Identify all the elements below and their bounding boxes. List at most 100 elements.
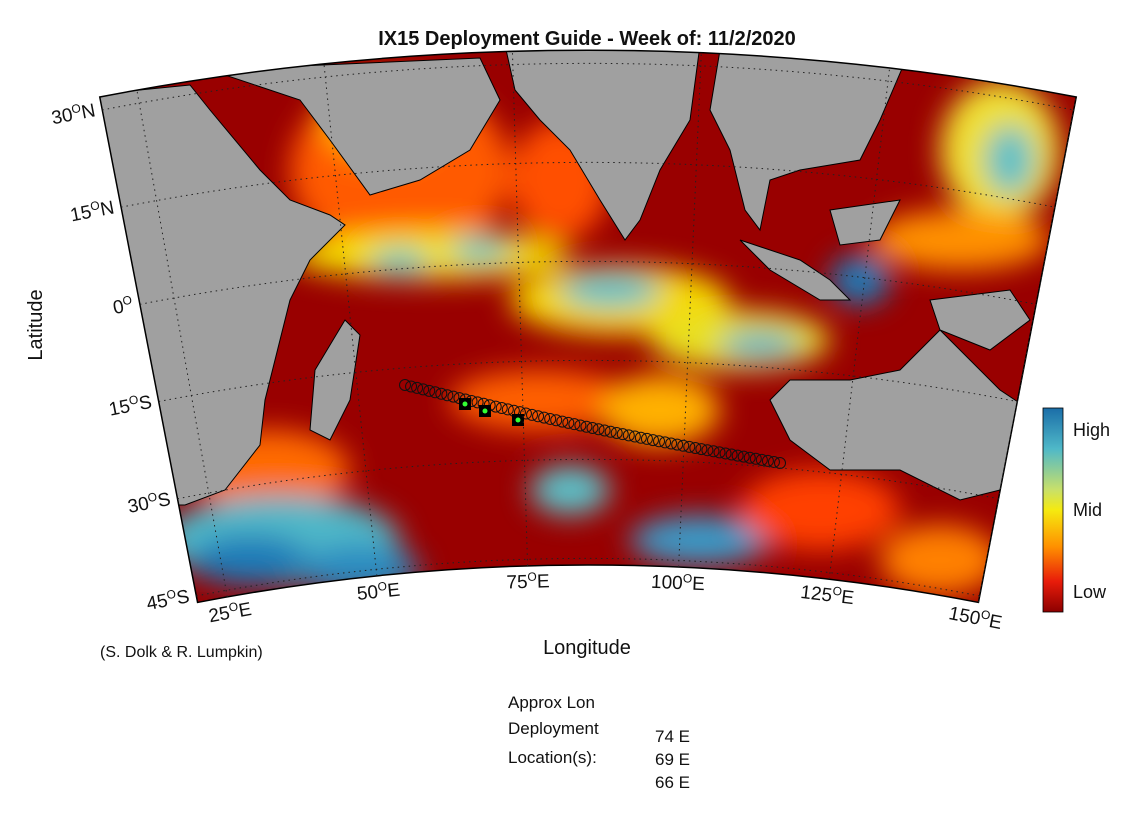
track-point [622, 429, 635, 442]
degree-sign: O [89, 198, 101, 214]
track-point [767, 455, 780, 468]
hemisphere: N [99, 197, 116, 220]
track-point [592, 423, 605, 436]
tick-label: 15ON [68, 195, 116, 226]
ship-track [399, 379, 786, 469]
track-point [435, 387, 448, 400]
track-point [689, 441, 702, 454]
tick-number: 125 [799, 582, 833, 607]
track-point [677, 439, 690, 452]
track-point [519, 407, 532, 420]
graticule [102, 51, 1077, 603]
tick-label: 0O [111, 293, 135, 319]
meridian-grid-line [323, 63, 378, 576]
deployment-heading: Approx Lon [508, 693, 595, 712]
marker-dot [462, 401, 468, 407]
degree-sign: O [70, 101, 82, 117]
parallel-grid-line [102, 62, 1074, 111]
meridian-grid-line [511, 51, 529, 566]
tick-label: 45OS [145, 584, 192, 615]
track-point [749, 452, 762, 465]
track-point [671, 438, 684, 451]
track-point [653, 435, 666, 448]
meridian-grid-line [828, 67, 891, 580]
tick-label: 100OE [651, 570, 706, 595]
track-point [725, 448, 738, 461]
colorbar-label: High [1073, 420, 1110, 440]
track-point [640, 432, 653, 445]
degree-sign: O [377, 579, 388, 594]
colorbar-label: Mid [1073, 500, 1102, 520]
track-point [447, 390, 460, 403]
track-point [731, 449, 744, 462]
tick-number: 30 [50, 105, 75, 130]
deployment-location: 69 E [655, 750, 690, 769]
track-point [580, 420, 593, 433]
degree-sign: O [121, 293, 133, 309]
tick-number: 0 [111, 296, 125, 319]
track-point [634, 431, 647, 444]
deployment-heading: Location(s): [508, 748, 597, 767]
marker-dot [515, 417, 521, 423]
track-point [574, 419, 587, 432]
tick-number: 30 [126, 493, 151, 518]
hemisphere: N [80, 100, 97, 123]
hemisphere: E [987, 611, 1003, 634]
hemisphere: S [175, 586, 191, 609]
track-point [646, 434, 659, 447]
marker-dot [482, 408, 488, 414]
track-point [713, 446, 726, 459]
tick-number: 100 [651, 572, 684, 594]
track-point [399, 379, 411, 391]
track-point [616, 428, 629, 441]
track-point [628, 430, 641, 443]
track-point [532, 410, 545, 423]
tick-label: 125OE [799, 580, 855, 609]
map-frame [98, 49, 1078, 604]
track-point [538, 411, 551, 424]
hemisphere: S [156, 489, 172, 512]
track-point [701, 444, 714, 457]
track-point [423, 384, 436, 397]
track-point [556, 415, 569, 428]
tick-label: 25OE [207, 597, 254, 627]
degree-sign: O [980, 607, 992, 623]
y-axis-label: Latitude [25, 289, 47, 360]
track-point [598, 424, 611, 437]
track-point [441, 389, 454, 402]
track-point [411, 381, 424, 394]
track-point [743, 451, 756, 464]
track-point [526, 408, 539, 421]
degree-sign: O [228, 599, 240, 614]
track-point [665, 437, 678, 450]
hemisphere: E [692, 574, 706, 596]
tick-label: 30ON [49, 98, 97, 129]
track-point [429, 386, 442, 399]
deployment-heading: Deployment [508, 719, 599, 738]
tick-label: 50OE [356, 578, 401, 605]
credit: (S. Dolk & R. Lumpkin) [100, 644, 263, 661]
track-point [586, 422, 599, 434]
tick-number: 15 [107, 396, 132, 421]
parallel-grid-line [177, 458, 999, 500]
track-point [568, 418, 581, 431]
degree-sign: O [527, 570, 537, 584]
deployment-markers [459, 398, 524, 426]
track-point [417, 383, 430, 396]
hemisphere: E [237, 599, 253, 622]
track-point [683, 440, 696, 453]
tick-label: 30OS [126, 487, 173, 518]
track-point [659, 436, 672, 449]
track-point [604, 425, 617, 438]
track-point [774, 457, 786, 469]
tick-label: 150OE [947, 601, 1004, 634]
hemisphere: E [537, 571, 550, 592]
tick-number: 50 [356, 582, 379, 605]
deployment-location: 66 E [655, 773, 690, 792]
deployment-location: 74 E [655, 727, 690, 746]
track-point [707, 445, 720, 458]
tick-number: 75 [506, 572, 528, 594]
track-point [544, 412, 557, 425]
